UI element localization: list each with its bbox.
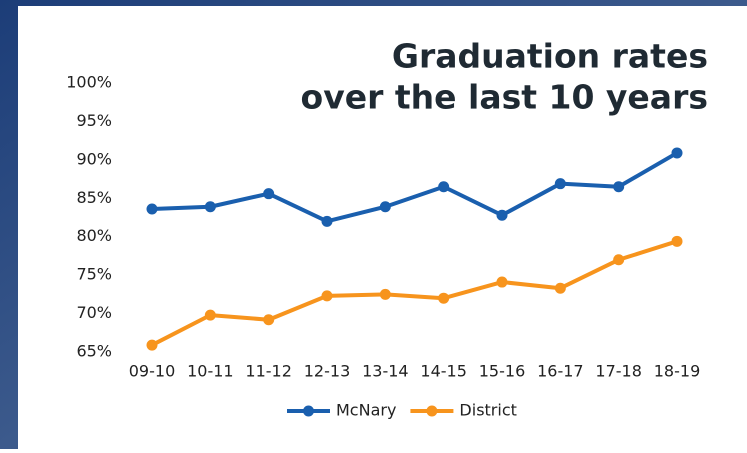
data-point [380,289,391,300]
data-point [147,340,158,351]
y-tick-label: 65% [76,342,112,361]
legend-label: McNary [336,401,396,420]
data-point [555,283,566,294]
data-point [322,290,333,301]
x-tick-label: 18-19 [654,362,701,381]
y-tick-label: 80% [76,226,112,245]
chart-title: over the last 10 years [301,78,708,117]
data-point [613,181,624,192]
x-tick-label: 14-15 [420,362,467,381]
data-point [672,147,683,158]
data-point [205,201,216,212]
y-tick-label: 95% [76,111,112,130]
data-point [497,277,508,288]
y-tick-label: 90% [76,149,112,168]
y-tick-label: 70% [76,303,112,322]
data-point [438,181,449,192]
x-tick-label: 09-10 [129,362,176,381]
y-tick-label: 75% [76,265,112,284]
x-tick-label: 12-13 [304,362,351,381]
legend-marker [303,406,314,417]
data-point [380,201,391,212]
x-tick-label: 17-18 [595,362,642,381]
data-point [555,178,566,189]
data-point [438,293,449,304]
x-tick-label: 15-16 [479,362,526,381]
x-tick-label: 10-11 [187,362,234,381]
data-point [263,188,274,199]
y-tick-label: 85% [76,188,112,207]
data-point [263,314,274,325]
x-tick-label: 13-14 [362,362,409,381]
data-point [672,236,683,247]
chart-title: Graduation rates [392,37,708,76]
legend-marker [426,406,437,417]
data-point [322,216,333,227]
y-tick-label: 100% [66,73,112,92]
legend-label: District [459,401,516,420]
data-point [613,254,624,265]
data-point [147,204,158,215]
x-tick-label: 11-12 [245,362,292,381]
data-point [205,310,216,321]
data-point [497,210,508,221]
chart: Graduation rates over the last 10 years … [0,0,747,449]
x-tick-label: 16-17 [537,362,584,381]
